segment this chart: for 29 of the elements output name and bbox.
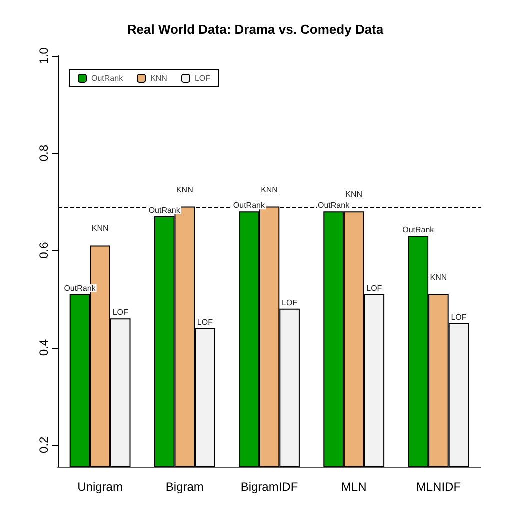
x-tick-label: Unigram — [78, 480, 123, 494]
data-label: KNN — [430, 272, 448, 282]
data-label: OutRank — [148, 206, 182, 216]
data-label: OutRank — [318, 201, 351, 210]
data-label: KNN — [346, 190, 363, 200]
data-label: OutRank — [402, 225, 436, 234]
data-label: LOF — [112, 308, 128, 318]
y-tick-label: 0.8 — [37, 144, 51, 162]
data-label: LOF — [197, 318, 214, 327]
x-tick-label: BigramIDF — [240, 480, 298, 494]
y-tick-label: 0.4 — [37, 339, 51, 356]
y-tick-label: 1.0 — [37, 47, 51, 64]
data-label: OutRank — [64, 284, 97, 293]
x-tick-label: MLN — [341, 480, 367, 494]
legend-label: LOF — [194, 74, 211, 83]
data-label: OutRank — [233, 201, 266, 210]
y-tick-label: 0.6 — [37, 242, 51, 259]
data-label: LOF — [282, 298, 298, 308]
data-label: KNN — [92, 224, 109, 234]
data-label: KNN — [261, 185, 278, 194]
legend-label: KNN — [150, 74, 168, 83]
legend-label: OutRank — [92, 74, 124, 83]
data-label: KNN — [176, 185, 194, 194]
data-label: LOF — [366, 284, 382, 293]
x-tick-label: MLNIDF — [416, 480, 462, 494]
chart-title: Real World Data: Drama vs. Comedy Data — [127, 22, 384, 37]
y-tick-label: 0.2 — [37, 436, 51, 454]
x-tick-label: Bigram — [166, 480, 204, 494]
data-label: LOF — [451, 313, 467, 322]
